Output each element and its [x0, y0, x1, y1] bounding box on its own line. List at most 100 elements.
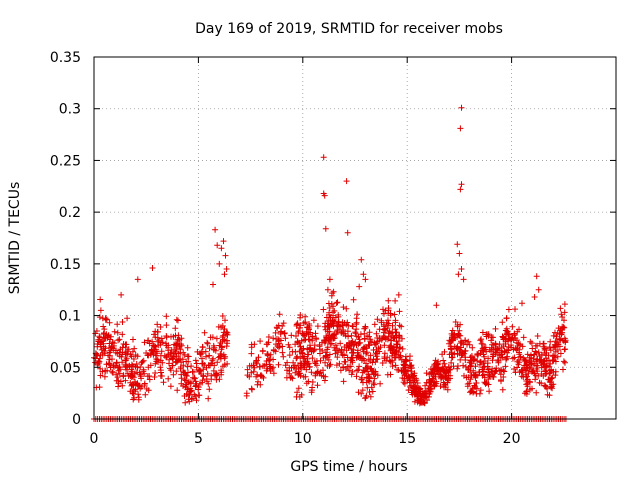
data-point [294, 320, 301, 327]
data-point [397, 352, 404, 359]
data-point [493, 367, 500, 374]
data-point [325, 356, 332, 363]
data-point [96, 358, 103, 365]
data-point [309, 333, 316, 340]
data-point [187, 388, 194, 395]
data-point [157, 324, 164, 330]
data-point [560, 358, 567, 365]
data-point [409, 373, 416, 380]
data-point [434, 364, 441, 371]
data-point [437, 383, 444, 390]
data-point [273, 341, 279, 348]
data-point [547, 360, 554, 367]
data-point [293, 365, 300, 372]
data-point [199, 344, 206, 351]
data-point [248, 350, 255, 357]
data-point [353, 373, 360, 380]
data-point [414, 380, 421, 386]
data-point [441, 360, 448, 367]
data-point [92, 330, 99, 337]
data-point [533, 273, 540, 280]
data-point [313, 336, 320, 343]
data-point [309, 355, 316, 362]
data-point [428, 369, 435, 376]
data-point [199, 360, 205, 367]
data-point [373, 350, 380, 357]
data-point [369, 388, 376, 395]
data-point [97, 307, 104, 314]
data-point [558, 330, 565, 336]
data-point [500, 374, 507, 380]
data-point [275, 361, 282, 368]
data-point [512, 345, 519, 352]
data-point [439, 366, 446, 373]
data-point [270, 346, 277, 353]
data-point [516, 359, 523, 366]
data-point [389, 363, 396, 370]
data-point [223, 266, 230, 272]
data-point [265, 334, 272, 340]
data-point [114, 329, 121, 336]
data-point [145, 364, 152, 371]
data-point [555, 341, 562, 348]
data-point [285, 341, 292, 348]
data-point [467, 376, 474, 383]
data-point [371, 375, 378, 382]
data-point [536, 353, 543, 359]
data-point [458, 352, 465, 359]
data-point [201, 362, 208, 368]
x-tick-label: 10 [294, 431, 312, 447]
data-point [100, 340, 107, 347]
data-point [118, 291, 125, 298]
data-point [292, 348, 299, 355]
data-point [457, 125, 464, 132]
data-point [332, 350, 339, 357]
data-point [359, 387, 366, 394]
data-point [349, 357, 356, 364]
data-point [282, 362, 289, 369]
data-point [286, 370, 293, 377]
data-point [366, 329, 373, 336]
data-point [549, 374, 556, 381]
data-point [462, 357, 469, 363]
data-point [560, 366, 566, 373]
data-point [362, 276, 369, 283]
data-point [97, 341, 104, 348]
data-point [454, 365, 461, 372]
data-point [167, 365, 173, 372]
data-point [116, 336, 123, 343]
data-point [134, 276, 141, 283]
data-point [97, 365, 104, 372]
data-point [125, 373, 132, 379]
data-point [511, 332, 518, 339]
data-point [402, 361, 409, 368]
axis-ticks: 0 0.05 0.1 0.15 0.2 0.25 0.3 0.35 0 5 10 15 20 [50, 50, 616, 447]
data-point [333, 300, 340, 306]
data-point [443, 368, 450, 375]
data-point [160, 379, 167, 386]
data-point [186, 392, 193, 399]
data-point [145, 337, 152, 344]
data-point [151, 374, 158, 380]
data-point [140, 357, 147, 364]
data-point [476, 369, 482, 376]
data-point [115, 337, 122, 344]
data-point [133, 361, 140, 367]
data-point [116, 364, 123, 370]
data-point [152, 370, 159, 376]
data-point [326, 328, 333, 335]
data-point [481, 353, 488, 360]
data-point [181, 376, 188, 383]
data-point [535, 286, 542, 293]
data-point [312, 330, 319, 337]
data-point [128, 361, 135, 368]
data-point [407, 383, 413, 390]
data-point [334, 299, 341, 306]
data-point [148, 347, 155, 354]
data-point [548, 367, 554, 374]
data-point [458, 104, 465, 111]
data-point [465, 366, 472, 373]
data-point [320, 306, 327, 313]
data-point [102, 334, 109, 341]
data-point [468, 360, 475, 367]
